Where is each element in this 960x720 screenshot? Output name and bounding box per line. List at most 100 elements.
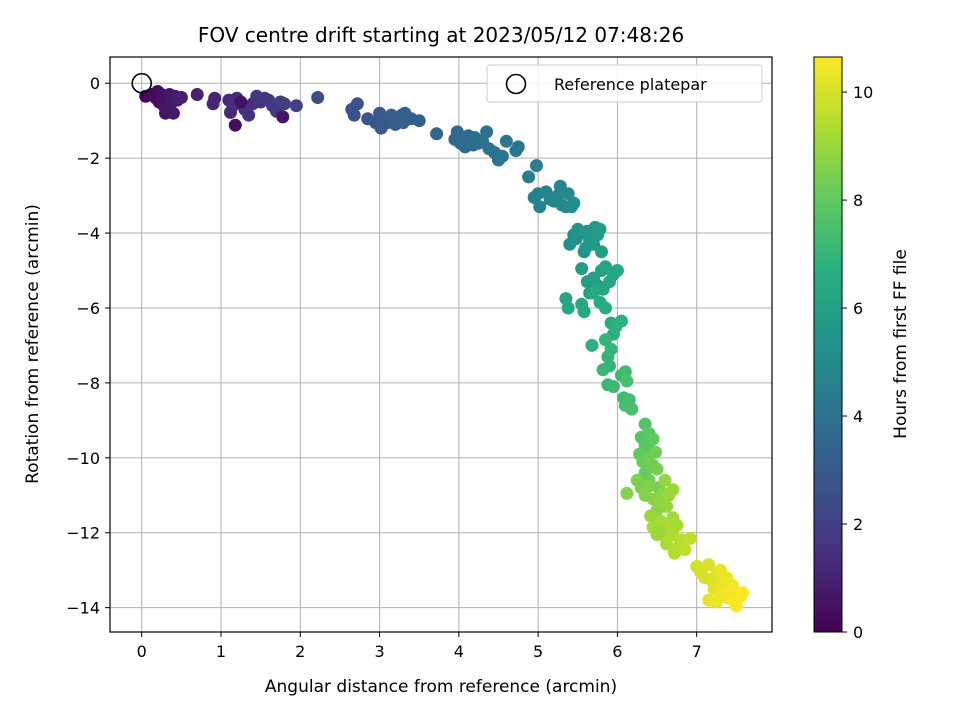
grid-lines: [110, 57, 772, 632]
scatter-point: [625, 402, 639, 416]
scatter-point: [593, 222, 607, 236]
colorbar-tick-label: 2: [853, 515, 863, 534]
scatter-point: [595, 245, 608, 259]
scatter-point: [495, 149, 509, 163]
x-tick-label: 7: [692, 642, 702, 661]
reference-point: [131, 72, 153, 94]
scatter-point: [610, 264, 624, 277]
scatter-point: [620, 374, 634, 388]
scatter-point: [561, 301, 575, 315]
legend-box: [486, 64, 763, 103]
scatter-point: [620, 486, 634, 500]
scatter-point: [499, 134, 513, 148]
scatter-point: [234, 95, 248, 109]
scatter-point: [575, 262, 589, 276]
data-points: [139, 85, 750, 613]
scatter-point: [412, 114, 426, 128]
legend-label: Reference platepar: [554, 75, 707, 94]
scatter-point: [606, 380, 620, 394]
y-tick-label: −8: [76, 374, 100, 393]
y-tick-label: −12: [66, 524, 100, 543]
legend: Reference platepar: [486, 64, 763, 103]
scatter-point: [646, 432, 660, 446]
colorbar-tick-label: 0: [853, 623, 863, 642]
scatter-point: [670, 518, 684, 532]
scatter-point: [660, 500, 674, 513]
colorbar-tick-label: 8: [853, 191, 863, 210]
colorbar-label: Hours from first FF file: [891, 249, 911, 439]
scatter-point: [649, 445, 662, 459]
y-axis-ticks: 0 −2 −4 −6 −8 −10 −12 −14: [66, 74, 110, 618]
x-tick-label: 6: [612, 642, 622, 661]
scatter-point: [714, 589, 727, 603]
chart-title: FOV centre drift starting at 2023/05/12 …: [198, 23, 684, 47]
scatter-point: [511, 140, 525, 154]
colorbar-tick-label: 6: [853, 299, 863, 318]
y-tick-label: −14: [66, 599, 100, 618]
y-axis-label: Rotation from reference (arcmin): [23, 204, 43, 484]
reference-marker: [131, 72, 153, 94]
scatter-point: [567, 196, 581, 210]
scatter-point: [678, 543, 692, 557]
scatter-point: [311, 91, 325, 104]
scatter-point: [644, 509, 658, 523]
scatter-point: [596, 363, 610, 377]
scatter-point: [480, 125, 494, 139]
x-tick-label: 0: [137, 642, 147, 661]
scatter-point: [530, 159, 543, 173]
scatter-point: [587, 286, 601, 300]
scatter-point: [736, 586, 750, 600]
plot-frame: [109, 56, 773, 633]
scatter-point: [702, 558, 716, 572]
scatter-point: [652, 526, 666, 540]
y-tick-label: −4: [76, 224, 100, 243]
scatter-point: [276, 110, 290, 124]
x-tick-label: 1: [216, 642, 226, 661]
scatter-point: [242, 108, 256, 122]
y-tick-label: −10: [66, 449, 100, 468]
scatter-point: [174, 91, 188, 104]
legend-marker: [505, 73, 527, 95]
scatter-point: [277, 97, 291, 111]
colorbar-tick-label: 10: [853, 83, 873, 102]
colorbar-gradient: [813, 56, 843, 633]
scatter-point: [599, 333, 612, 347]
scatter-point: [190, 88, 204, 101]
colorbar-tick-label: 4: [853, 407, 863, 426]
scatter-point: [660, 537, 674, 551]
x-tick-label: 4: [454, 642, 464, 661]
scatter-point: [289, 99, 303, 113]
x-tick-label: 5: [533, 642, 543, 661]
scatter-point: [228, 118, 242, 132]
scatter-point: [725, 578, 739, 592]
scatter-point: [585, 338, 599, 352]
scatter-point: [350, 97, 364, 111]
scatter-point: [577, 305, 591, 319]
scatter-point: [604, 342, 618, 356]
colorbar: 0 2 4 6 8 10 Hours from first FF file: [813, 56, 911, 642]
x-tick-label: 3: [374, 642, 384, 661]
scatter-point: [642, 479, 656, 493]
scatter-point: [666, 483, 680, 497]
colorbar-ticks: 0 2 4 6 8 10: [842, 83, 873, 642]
scatter-point: [609, 320, 623, 334]
scatter-point: [650, 462, 664, 476]
scatter-point: [430, 127, 444, 141]
scatter-point: [533, 200, 547, 214]
scatter-point: [208, 91, 222, 105]
x-tick-label: 2: [295, 642, 305, 661]
y-tick-label: −6: [76, 299, 100, 318]
scatter-point: [347, 108, 361, 122]
scatter-point: [159, 106, 172, 120]
y-tick-label: −2: [76, 149, 100, 168]
scatter-point: [599, 301, 612, 315]
x-axis-label: Angular distance from reference (arcmin): [265, 677, 617, 697]
scatter-point: [522, 170, 536, 184]
x-axis-ticks: 0 1 2 3 4 5 6 7: [137, 632, 702, 661]
scatter-point: [683, 531, 697, 545]
scatter-point: [561, 187, 575, 201]
y-tick-label: 0: [90, 74, 100, 93]
scatter-point: [658, 473, 672, 487]
